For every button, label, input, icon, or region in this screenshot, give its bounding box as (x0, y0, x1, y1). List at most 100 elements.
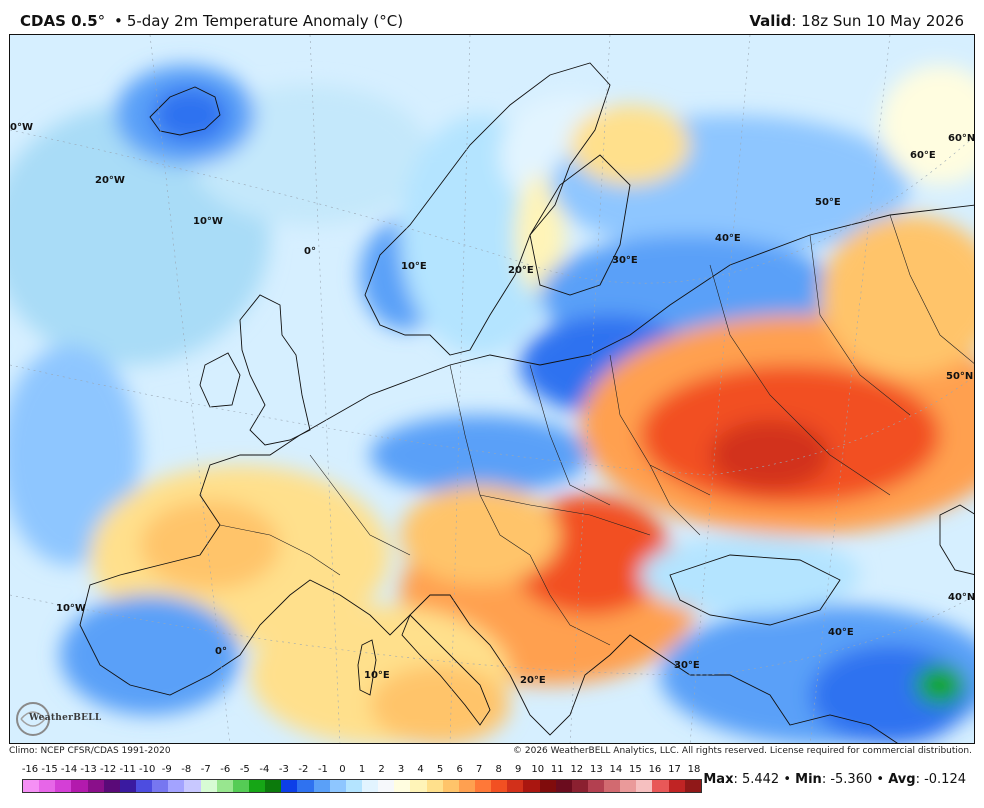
avg-value: : -0.124 (915, 772, 966, 787)
colorbar-swatch (361, 780, 379, 792)
colorbar-tick-label: 10 (531, 764, 545, 775)
colorbar-tick-label: -15 (41, 764, 58, 775)
colorbar-swatch (265, 780, 282, 792)
colorbar-tick-label: 7 (475, 764, 483, 775)
colorbar-tick-label: 2 (378, 764, 385, 775)
colorbar-swatch (281, 780, 298, 792)
colorbar-swatch (345, 780, 362, 792)
colorbar-swatch (491, 780, 508, 792)
weatherbell-logo: WeatherBELL (13, 697, 101, 741)
colorbar-tick-label: 9 (515, 764, 522, 775)
colorbar-strip (22, 779, 702, 793)
valid-time: Valid: 18z Sun 10 May 2026 (749, 12, 964, 30)
colorbar-swatch (378, 780, 395, 792)
colorbar-tick-label: 18 (687, 764, 701, 775)
colorbar-swatch (87, 780, 104, 792)
colorbar-tick-label: -9 (161, 764, 172, 775)
header: CDAS 0.5° • 5-day 2m Temperature Anomaly … (0, 0, 984, 34)
colorbar-tick-label: -8 (181, 764, 192, 775)
avg-label: Avg (888, 772, 916, 787)
colorbar-swatch (135, 780, 153, 792)
colorbar-tick-label: 11 (550, 764, 564, 775)
colorbar-tick-label: -5 (239, 764, 250, 775)
country-borders (219, 214, 974, 646)
colorbar-tick-label: -16 (21, 764, 39, 775)
lon-label-50e: 50°E (815, 197, 841, 208)
colorbar-swatch (442, 780, 459, 792)
graticule (10, 35, 974, 743)
colorbar-tick-label: 12 (570, 764, 584, 775)
lat-label-60n: 60°N (948, 133, 975, 144)
colorbar-swatch (410, 780, 427, 792)
colorbar-tick-label: 14 (609, 764, 623, 775)
colorbar-swatch (587, 780, 605, 792)
colorbar-tick-label: 4 (417, 764, 424, 775)
lon-label-60e: 60°E (910, 150, 936, 161)
lon-label-0deg: 0° (304, 246, 316, 257)
colorbar-tick-label: 5 (436, 764, 444, 775)
title-bullet: • (113, 12, 123, 30)
colorbar-swatch (119, 780, 136, 792)
product-name: 5-day 2m Temperature Anomaly ( (126, 12, 380, 30)
colorbar-swatch (426, 780, 443, 792)
colorbar-swatch (539, 780, 556, 792)
min-value: : -5.360 (821, 772, 873, 787)
colorbar-swatch (668, 780, 685, 792)
graticule-labels: 0°W 20°W 10°W 0° 10°E 20°E 30°E 40°E 50°… (10, 122, 975, 686)
valid-value: : 18z Sun 10 May 2026 (791, 12, 964, 30)
colorbar-swatch (248, 780, 266, 792)
colorbar-swatch (152, 780, 169, 792)
colorbar: -16 -15 -14 -13 -12 -11 -10 -9 -8 -7 -6 -5 -4 -3 -2 -1 0… (22, 764, 702, 804)
colorbar-tick-label: -11 (119, 764, 136, 775)
lon-label-10w-south: 10°W (56, 603, 86, 614)
colorbar-tick-label: 13 (589, 764, 603, 775)
colorbar-tick-label: -10 (139, 764, 156, 775)
min-label: Min (795, 772, 822, 787)
colorbar-swatch (571, 780, 588, 792)
colorbar-labels: -16 -15 -14 -13 -12 -11 -10 -9 -8 -7 -6 -5 -4 -3 -2 -1 0… (22, 764, 702, 778)
stats-bullet-1: • (783, 772, 792, 787)
stats-bullet-2: • (876, 772, 885, 787)
colorbar-swatch (458, 780, 475, 792)
colorbar-tick-label: -1 (317, 764, 328, 775)
valid-label: Valid (749, 12, 792, 30)
lon-label-20e-south: 20°E (520, 675, 546, 686)
logo-swirl-icon (16, 702, 50, 736)
colorbar-tick-label: -7 (200, 764, 211, 775)
coastlines (79, 62, 974, 743)
colorbar-tick-label: -6 (220, 764, 231, 775)
lon-label-30e: 30°E (612, 255, 638, 266)
max-value: : 5.442 (733, 772, 780, 787)
brand-degree: ° (97, 12, 106, 30)
colorbar-tick-label: -13 (80, 764, 97, 775)
lon-label-40e: 40°E (715, 233, 741, 244)
colorbar-swatch (474, 780, 492, 792)
colorbar-tick-label: 17 (668, 764, 681, 775)
colorbar-swatch (103, 780, 120, 792)
colorbar-swatch (232, 780, 249, 792)
colorbar-tick-label: 3 (397, 764, 405, 775)
colorbar-swatch (394, 780, 411, 792)
colorbar-tick-label: -14 (60, 764, 78, 775)
colorbar-tick-label: 8 (495, 764, 502, 775)
lon-label-10e-south: 10°E (364, 670, 390, 681)
colorbar-swatch (71, 780, 88, 792)
colorbar-tick-label: -2 (298, 764, 309, 775)
anomaly-map-svg: 0°W 20°W 10°W 0° 10°E 20°E 30°E 40°E 50°… (10, 35, 975, 743)
anomaly-map: 0°W 20°W 10°W 0° 10°E 20°E 30°E 40°E 50°… (9, 34, 975, 744)
colorbar-swatch (620, 780, 637, 792)
colorbar-swatch (523, 780, 540, 792)
lon-label-0w: 0°W (10, 122, 33, 133)
colorbar-swatch (507, 780, 524, 792)
colorbar-swatch (329, 780, 346, 792)
climo-credit: Climo: NCEP CFSR/CDAS 1991-2020 (9, 746, 171, 756)
colorbar-tick-label: 1 (358, 764, 366, 775)
colorbar-swatch (23, 780, 40, 792)
lat-label-40n: 40°N (948, 592, 975, 603)
colorbar-tick-label: 16 (648, 764, 662, 775)
colorbar-swatch (184, 780, 201, 792)
lon-label-10w: 10°W (193, 216, 223, 227)
lon-label-30e-south: 30°E (674, 660, 700, 671)
colorbar-tick-label: 15 (629, 764, 642, 775)
